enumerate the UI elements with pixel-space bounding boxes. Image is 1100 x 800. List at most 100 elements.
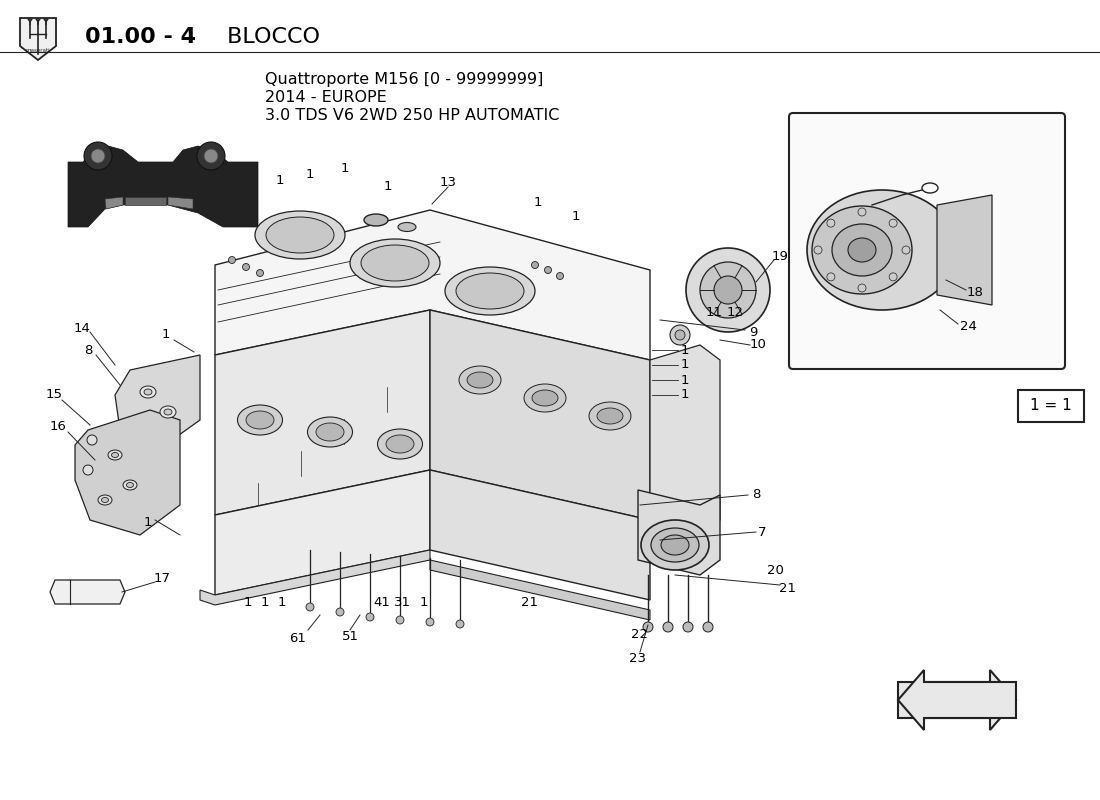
Polygon shape [116,355,200,445]
Text: 1: 1 [261,595,270,609]
Text: 16: 16 [50,419,66,433]
Ellipse shape [144,389,152,395]
Text: 3.0 TDS V6 2WD 250 HP AUTOMATIC: 3.0 TDS V6 2WD 250 HP AUTOMATIC [265,108,560,123]
Text: 14: 14 [74,322,90,334]
Ellipse shape [597,408,623,424]
Text: 1: 1 [277,595,286,609]
Polygon shape [650,345,721,535]
Text: 24: 24 [959,321,977,334]
Text: 1: 1 [572,210,581,223]
Circle shape [242,263,250,270]
Circle shape [703,622,713,632]
Ellipse shape [140,386,156,398]
Text: 19: 19 [771,250,789,262]
Ellipse shape [164,409,172,415]
Text: 1: 1 [162,329,170,342]
Ellipse shape [160,406,176,418]
Text: 1: 1 [306,167,315,181]
Circle shape [544,266,551,274]
Text: maserati: maserati [25,47,51,53]
Circle shape [87,435,97,445]
Text: 1 = 1: 1 = 1 [1030,398,1071,414]
Circle shape [204,149,218,163]
Text: 15: 15 [45,389,63,402]
Text: 21: 21 [521,595,539,609]
Text: 2014 - EUROPE: 2014 - EUROPE [265,90,387,105]
Ellipse shape [641,520,710,570]
Polygon shape [898,670,1016,730]
Circle shape [670,325,690,345]
Text: 10: 10 [749,338,767,351]
Ellipse shape [848,238,876,262]
Text: 1: 1 [681,389,690,402]
Circle shape [683,622,693,632]
Circle shape [858,284,866,292]
Text: 11: 11 [705,306,723,318]
Text: 1: 1 [534,195,542,209]
Polygon shape [200,550,430,605]
Circle shape [902,246,910,254]
Ellipse shape [661,535,689,555]
Polygon shape [20,18,56,60]
Text: 7: 7 [758,526,767,538]
Polygon shape [430,310,650,520]
FancyBboxPatch shape [1018,390,1084,422]
Text: BLOCCO: BLOCCO [220,27,320,47]
Ellipse shape [456,273,524,309]
Ellipse shape [316,423,344,441]
Ellipse shape [468,372,493,388]
Ellipse shape [350,239,440,287]
Text: 41: 41 [374,595,390,609]
Polygon shape [430,560,650,620]
Ellipse shape [812,206,912,294]
Text: 51: 51 [341,630,359,643]
Text: 13: 13 [440,175,456,189]
Polygon shape [214,210,650,360]
Text: 12: 12 [726,306,744,318]
Ellipse shape [832,224,892,276]
Circle shape [531,262,539,269]
Ellipse shape [108,450,122,460]
Text: 23: 23 [629,651,647,665]
Ellipse shape [807,190,957,310]
Circle shape [396,616,404,624]
Ellipse shape [364,214,388,226]
Text: 8: 8 [84,343,92,357]
Circle shape [426,618,434,626]
Text: 17: 17 [154,571,170,585]
Text: Quattroporte M156 [0 - 99999999]: Quattroporte M156 [0 - 99999999] [265,72,543,87]
Circle shape [663,622,673,632]
Circle shape [827,219,835,227]
Polygon shape [104,197,123,209]
Circle shape [814,246,822,254]
Ellipse shape [524,384,567,412]
Text: 8: 8 [751,489,760,502]
Text: 21: 21 [780,582,796,594]
Circle shape [229,257,235,263]
Circle shape [91,149,104,163]
Circle shape [84,142,112,170]
Text: 20: 20 [767,563,783,577]
Ellipse shape [101,498,109,502]
Polygon shape [430,470,650,600]
Ellipse shape [126,482,133,487]
Text: 1: 1 [144,517,152,530]
Circle shape [889,273,898,281]
Text: 1: 1 [681,358,690,371]
Ellipse shape [361,245,429,281]
Text: 1: 1 [276,174,284,186]
Circle shape [256,270,264,277]
Text: 01.00 - 4: 01.00 - 4 [85,27,196,47]
Circle shape [557,273,563,279]
Circle shape [714,276,742,304]
Ellipse shape [386,435,414,453]
Polygon shape [50,580,125,604]
Ellipse shape [308,417,352,447]
Circle shape [889,219,898,227]
Polygon shape [75,410,180,535]
Text: 1: 1 [420,595,428,609]
Text: 22: 22 [631,629,649,642]
Circle shape [827,273,835,281]
Text: 1: 1 [341,162,350,174]
Ellipse shape [246,411,274,429]
